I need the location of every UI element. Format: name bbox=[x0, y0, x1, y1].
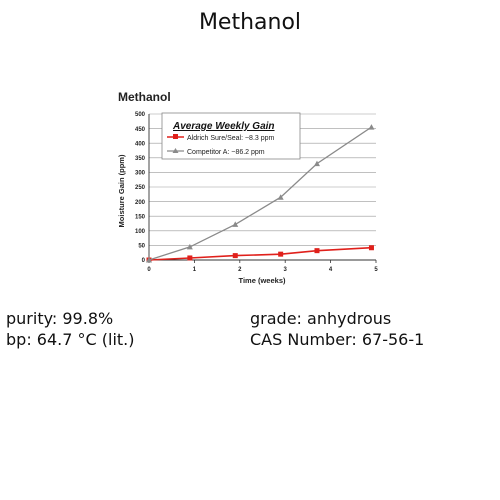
legend-box bbox=[161, 112, 301, 160]
x-tick-label: 3 bbox=[284, 267, 288, 273]
x-tick-label: 1 bbox=[193, 267, 197, 273]
series bbox=[146, 124, 375, 263]
y-tick-label: 50 bbox=[138, 244, 145, 250]
boiling-point-text: bp: 64.7 °C (lit.) bbox=[6, 330, 135, 349]
chart: Methanol 0 50 100 150 200 250 300 350 400 450 500 0… bbox=[112, 84, 392, 294]
page-title: Methanol bbox=[198, 10, 302, 35]
legend-marker-competitor bbox=[172, 148, 179, 153]
data-point-aldrich bbox=[278, 251, 284, 257]
x-tick-label: 5 bbox=[374, 267, 378, 273]
data-point-competitor bbox=[146, 257, 152, 263]
axes: 0 50 100 150 200 250 300 350 400 450 500 0 1 2 3 4 5 bbox=[135, 112, 378, 273]
y-tick-label: 300 bbox=[135, 171, 146, 177]
y-tick-label: 250 bbox=[135, 185, 146, 191]
series-line-1 bbox=[148, 126, 372, 261]
data-point-aldrich bbox=[232, 253, 238, 259]
x-tick-label: 0 bbox=[147, 267, 151, 273]
data-point-aldrich bbox=[187, 255, 193, 261]
y-tick-label: 400 bbox=[135, 141, 146, 147]
legend-marker-aldrich bbox=[173, 134, 178, 139]
line-chart: Methanol 0501001502002503003504004505000… bbox=[117, 90, 378, 285]
y-tick-label: 100 bbox=[135, 229, 146, 235]
x-tick-label: 2 bbox=[238, 267, 242, 273]
data-point-competitor bbox=[186, 243, 193, 250]
spec-right: grade: anhydrous CAS Number: 67-56-1 bbox=[250, 308, 424, 350]
data-point-competitor bbox=[232, 221, 239, 227]
series-line-0 bbox=[148, 246, 372, 261]
x-tick-label: 4 bbox=[329, 267, 333, 273]
x-axis-label: Time (weeks) bbox=[239, 276, 286, 285]
data-point-competitor bbox=[368, 124, 375, 130]
chart-title: Methanol bbox=[118, 90, 171, 104]
y-tick-label: 500 bbox=[135, 112, 146, 118]
y-tick-label: 200 bbox=[135, 200, 146, 206]
legend-label-competitor: Competitor A: ~86.2 ppm bbox=[187, 149, 265, 156]
y-tick-label: 350 bbox=[135, 156, 146, 162]
spec-left: purity: 99.8% bp: 64.7 °C (lit.) bbox=[6, 308, 135, 350]
legend: Average Weekly Gain Aldrich Sure/Seal: ~… bbox=[161, 112, 301, 160]
y-tick-label: 0 bbox=[142, 258, 146, 264]
data-point-competitor bbox=[313, 160, 320, 167]
legend-label-aldrich: Aldrich Sure/Seal: ~8.3 ppm bbox=[187, 135, 275, 142]
y-axis-label: Moisture Gain (ppm) bbox=[117, 154, 126, 227]
data-point-aldrich bbox=[368, 245, 374, 251]
cas-number-text: CAS Number: 67-56-1 bbox=[250, 330, 425, 349]
data-point-competitor bbox=[277, 194, 284, 200]
legend-title: Average Weekly Gain bbox=[172, 121, 275, 132]
data-point-aldrich bbox=[314, 248, 320, 254]
grade-text: grade: anhydrous bbox=[250, 309, 392, 328]
y-tick-label: 450 bbox=[135, 127, 146, 133]
y-tick-label: 150 bbox=[135, 214, 146, 220]
purity-text: purity: 99.8% bbox=[6, 309, 114, 328]
